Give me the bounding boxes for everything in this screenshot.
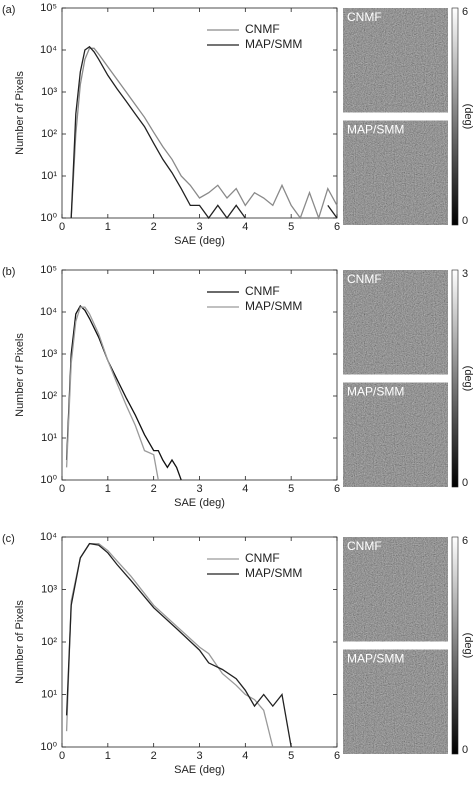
colorbar <box>451 269 459 488</box>
y-axis-label: Number of Pixels <box>14 600 26 684</box>
y-tick-label: 10³ <box>41 348 57 360</box>
x-tick-label: 3 <box>196 221 202 233</box>
y-tick-label: 10³ <box>41 86 57 98</box>
series-line <box>70 45 338 220</box>
panel-label: (b) <box>2 266 15 278</box>
x-tick-label: 3 <box>196 750 202 762</box>
y-tick-label: 10⁵ <box>40 2 57 14</box>
x-tick-label: 6 <box>334 483 340 495</box>
x-axis-label: SAE (deg) <box>174 497 225 509</box>
x-tick-label: 0 <box>59 750 65 762</box>
colorbar-tick-label: 0 <box>462 477 468 489</box>
x-tick-label: 4 <box>242 221 248 233</box>
series-line <box>65 306 159 481</box>
legend-label: CNMF <box>245 22 280 36</box>
x-tick-label: 0 <box>59 221 65 233</box>
x-tick-label: 2 <box>151 483 157 495</box>
colorbar-label: (deg) <box>462 366 474 392</box>
map-image <box>343 537 448 642</box>
y-axis-label: Number of Pixels <box>14 333 26 417</box>
colorbar <box>451 536 459 755</box>
colorbar-tick-label: 6 <box>462 535 468 547</box>
map-image <box>343 120 448 225</box>
x-tick-label: 6 <box>334 221 340 233</box>
map-image <box>343 270 448 375</box>
x-tick-label: 4 <box>242 750 248 762</box>
y-tick-label: 10⁴ <box>40 531 57 543</box>
x-tick-label: 6 <box>334 750 340 762</box>
y-tick-label: 10¹ <box>41 432 57 444</box>
series-line <box>65 304 182 481</box>
image-label: CNMF <box>347 10 382 24</box>
x-tick-label: 5 <box>288 483 294 495</box>
y-tick-label: 10⁰ <box>40 474 57 486</box>
legend-label: CNMF <box>245 284 280 298</box>
panel-label: (c) <box>2 533 15 545</box>
y-tick-label: 10¹ <box>41 688 57 700</box>
map-image <box>343 382 448 487</box>
legend-label: MAP/SMM <box>245 299 302 313</box>
colorbar <box>451 7 459 226</box>
image-label: CNMF <box>347 272 382 286</box>
y-tick-label: 10³ <box>41 583 57 595</box>
x-tick-label: 1 <box>105 221 111 233</box>
series-line <box>65 542 292 748</box>
colorbar-tick-label: 3 <box>462 268 468 280</box>
y-tick-label: 10² <box>41 390 57 402</box>
x-tick-label: 5 <box>288 221 294 233</box>
colorbar-tick-label: 0 <box>462 215 468 227</box>
image-label: MAP/SMM <box>347 652 404 666</box>
x-tick-label: 5 <box>288 750 294 762</box>
legend-label: CNMF <box>245 551 280 565</box>
image-label: MAP/SMM <box>347 123 404 137</box>
x-tick-label: 4 <box>242 483 248 495</box>
map-image <box>343 8 448 113</box>
y-tick-label: 10⁰ <box>40 741 57 753</box>
x-tick-label: 1 <box>105 483 111 495</box>
colorbar-label: (deg) <box>462 104 474 130</box>
x-tick-label: 0 <box>59 483 65 495</box>
colorbar-tick-label: 6 <box>462 6 468 18</box>
map-image <box>343 649 448 754</box>
image-label: MAP/SMM <box>347 385 404 399</box>
x-tick-label: 2 <box>151 750 157 762</box>
x-axis-label: SAE (deg) <box>174 235 225 247</box>
x-axis-label: SAE (deg) <box>174 764 225 776</box>
x-tick-label: 2 <box>151 221 157 233</box>
colorbar-label: (deg) <box>462 633 474 659</box>
series-line <box>65 542 274 748</box>
legend-label: MAP/SMM <box>245 566 302 580</box>
colorbar-tick-label: 0 <box>462 744 468 756</box>
y-axis-label: Number of Pixels <box>14 71 26 155</box>
y-tick-label: 10² <box>41 128 57 140</box>
x-tick-label: 3 <box>196 483 202 495</box>
x-tick-label: 1 <box>105 750 111 762</box>
y-tick-label: 10⁰ <box>40 212 57 224</box>
y-tick-label: 10¹ <box>41 170 57 182</box>
y-tick-label: 10⁵ <box>40 264 57 276</box>
y-tick-label: 10⁴ <box>40 306 57 318</box>
y-tick-label: 10⁴ <box>40 44 57 56</box>
image-label: CNMF <box>347 539 382 553</box>
y-tick-label: 10² <box>41 636 57 648</box>
legend-label: MAP/SMM <box>245 37 302 51</box>
series-line <box>70 47 338 221</box>
panel-label: (a) <box>2 4 15 16</box>
